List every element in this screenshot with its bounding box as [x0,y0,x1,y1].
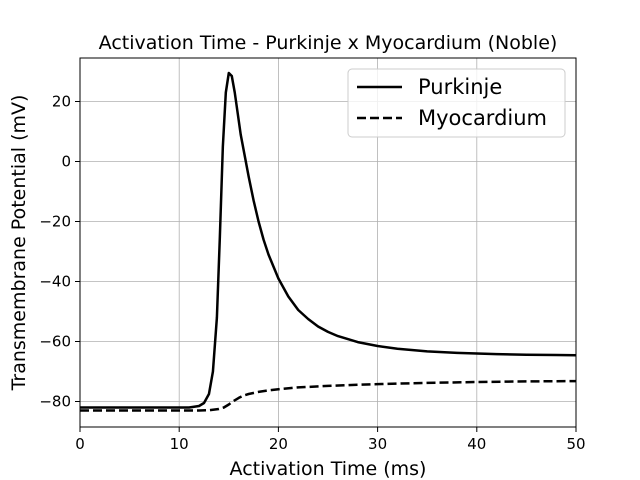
legend-label-myocardium: Myocardium [418,106,547,130]
axis-ticks: 0 10 20 30 40 50 −80 −60 −40 −20 0 20 [39,93,585,454]
series-line-purkinje [80,71,577,409]
x-tick-label: 0 [75,435,85,453]
legend-label-purkinje: Purkinje [418,75,502,99]
x-tick-label: 30 [368,435,387,453]
x-tick-label: 10 [170,435,189,453]
legend-box [347,68,566,138]
chart-title: Activation Time - Purkinje x Myocardium … [99,32,558,54]
y-tick-label: −20 [39,213,71,231]
legend: Purkinje Myocardium [347,68,566,138]
y-axis-label: Transmembrane Potential (mV) [8,95,30,392]
y-tick-label: −40 [39,273,71,291]
x-axis-label: Activation Time (ms) [230,458,427,480]
y-tick-label: 0 [61,153,71,171]
data-series [80,71,577,412]
y-tick-label: 20 [52,93,71,111]
x-tick-label: 20 [269,435,288,453]
y-tick-label: −80 [39,393,71,411]
x-tick-label: 40 [467,435,486,453]
plot-area-frame [79,57,577,428]
y-tick-label: −60 [39,333,71,351]
x-tick-label: 50 [566,435,585,453]
series-line-myocardium [80,379,577,412]
grid-lines [79,58,577,427]
